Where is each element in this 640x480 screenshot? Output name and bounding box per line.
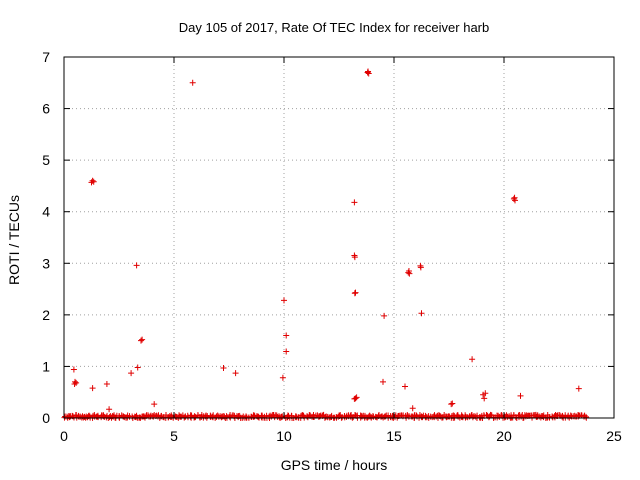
data-point bbox=[103, 380, 110, 387]
x-axis-label: GPS time / hours bbox=[281, 457, 388, 473]
data-point bbox=[281, 297, 287, 304]
data-point bbox=[351, 254, 358, 261]
baseline-point bbox=[155, 412, 162, 419]
baseline-band bbox=[61, 411, 590, 421]
plot-frame bbox=[63, 56, 615, 419]
x-tick-label: 15 bbox=[386, 428, 402, 444]
y-tick-label: 1 bbox=[42, 358, 50, 374]
y-tick-label: 4 bbox=[42, 204, 50, 220]
x-axis-ticks: 0 5 10 15 20 25 bbox=[60, 57, 622, 444]
y-axis-ticks: 0 1 2 3 4 5 6 7 bbox=[42, 49, 614, 426]
x-tick-label: 10 bbox=[276, 428, 292, 444]
data-point bbox=[380, 378, 386, 385]
data-point bbox=[73, 379, 80, 386]
data-point bbox=[511, 194, 518, 201]
data-point bbox=[481, 395, 488, 402]
baseline-point bbox=[359, 413, 366, 420]
data-point bbox=[405, 269, 412, 276]
data-point bbox=[279, 374, 286, 381]
data-point bbox=[405, 268, 412, 275]
y-axis-label: ROTI / TECUs bbox=[6, 195, 22, 285]
baseline-point bbox=[575, 413, 582, 420]
data-point bbox=[220, 364, 227, 371]
x-tick-label: 0 bbox=[60, 428, 68, 444]
data-point bbox=[575, 385, 582, 392]
data-point bbox=[106, 406, 113, 413]
data-point bbox=[138, 337, 144, 344]
data-point bbox=[89, 385, 96, 392]
data-point bbox=[482, 390, 489, 397]
data-point bbox=[283, 348, 290, 355]
baseline-point bbox=[558, 413, 565, 420]
y-tick-label: 6 bbox=[42, 101, 50, 117]
data-point bbox=[353, 394, 360, 401]
data-point bbox=[449, 400, 456, 407]
data-point bbox=[352, 289, 359, 296]
x-tick-label: 20 bbox=[496, 428, 512, 444]
data-point bbox=[417, 264, 424, 271]
data-point bbox=[510, 195, 517, 202]
data-point bbox=[70, 366, 77, 373]
data-point bbox=[133, 262, 140, 269]
data-point bbox=[89, 177, 96, 184]
baseline-point bbox=[583, 413, 590, 420]
data-point bbox=[128, 370, 135, 377]
data-point bbox=[351, 199, 358, 206]
data-point bbox=[90, 178, 97, 185]
data-point bbox=[351, 290, 358, 297]
y-tick-label: 2 bbox=[42, 307, 50, 323]
data-point bbox=[283, 332, 290, 339]
y-tick-label: 5 bbox=[42, 152, 50, 168]
data-points bbox=[70, 68, 582, 418]
baseline-point bbox=[214, 412, 221, 419]
data-point bbox=[469, 356, 476, 363]
data-point bbox=[532, 411, 539, 418]
data-point bbox=[381, 312, 388, 319]
data-point bbox=[139, 336, 146, 343]
y-tick-label: 7 bbox=[42, 49, 50, 65]
data-point bbox=[418, 310, 425, 317]
data-point bbox=[232, 370, 239, 377]
data-point bbox=[365, 68, 372, 75]
data-point bbox=[517, 392, 524, 399]
chart-title: Day 105 of 2017, Rate Of TEC Index for r… bbox=[179, 20, 489, 35]
data-point bbox=[352, 395, 359, 402]
x-tick-label: 5 bbox=[170, 428, 178, 444]
data-point bbox=[409, 405, 416, 412]
data-point bbox=[71, 380, 78, 387]
data-point bbox=[134, 364, 141, 371]
x-tick-label: 25 bbox=[606, 428, 622, 444]
data-point bbox=[448, 401, 455, 408]
data-point bbox=[151, 401, 158, 408]
baseline-point bbox=[255, 413, 262, 420]
data-point bbox=[402, 383, 408, 390]
data-point bbox=[189, 79, 196, 86]
y-tick-label: 3 bbox=[42, 255, 50, 271]
grid-lines bbox=[64, 57, 614, 418]
y-tick-label: 0 bbox=[42, 410, 50, 426]
